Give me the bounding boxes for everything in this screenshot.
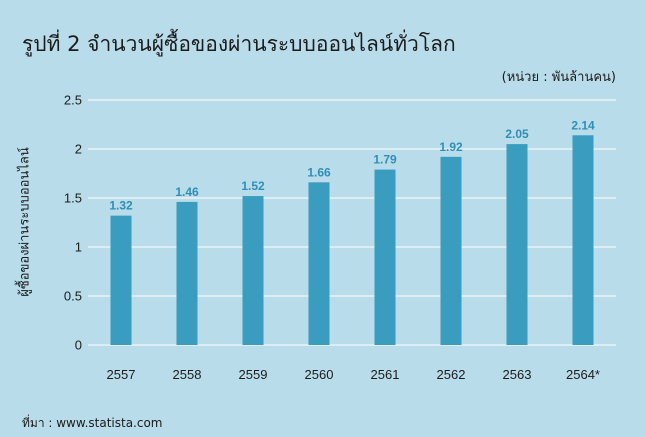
x-tick-label: 2564* <box>566 367 600 382</box>
bar <box>506 144 528 345</box>
bar <box>440 156 462 345</box>
data-label: 1.92 <box>439 140 463 154</box>
x-tick-label: 2561 <box>371 367 400 382</box>
data-label: 1.66 <box>307 165 331 179</box>
bar <box>110 215 132 345</box>
bar <box>176 201 198 345</box>
y-tick-label: 0 <box>75 338 82 353</box>
bar <box>374 169 396 345</box>
unit-note: (หน่วย : พันล้านคน) <box>501 70 616 85</box>
y-tick-label: 1.5 <box>64 191 82 206</box>
data-label: 2.05 <box>505 127 529 141</box>
data-label: 2.14 <box>571 118 595 132</box>
data-label: 1.46 <box>175 185 199 199</box>
data-label: 1.52 <box>241 179 265 193</box>
data-label: 1.32 <box>109 199 133 213</box>
bar <box>572 135 594 345</box>
chart-title: รูปที่ 2 จำนวนผู้ซื้อของผ่านระบบออนไลน์ท… <box>22 32 456 56</box>
x-tick-label: 2558 <box>173 367 202 382</box>
y-tick-label: 0.5 <box>64 289 82 304</box>
bar <box>308 182 330 345</box>
y-tick-label: 1 <box>75 240 82 255</box>
x-tick-label: 2562 <box>437 367 466 382</box>
y-tick-label: 2 <box>75 142 82 157</box>
x-tick-label: 2560 <box>305 367 334 382</box>
x-tick-label: 2559 <box>239 367 268 382</box>
source-note: ที่มา : www.statista.com <box>22 416 163 430</box>
data-label: 1.79 <box>373 153 397 167</box>
bar <box>242 196 264 345</box>
x-tick-label: 2557 <box>107 367 136 382</box>
y-tick-label: 2.5 <box>64 93 82 108</box>
x-tick-label: 2563 <box>503 367 532 382</box>
